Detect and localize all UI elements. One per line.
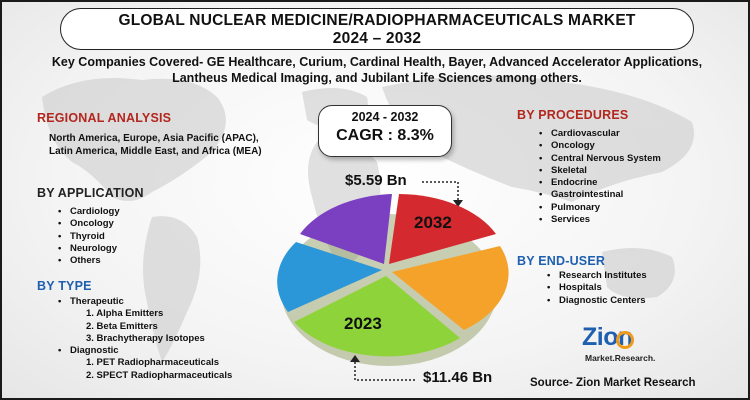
- source-text: Source- Zion Market Research: [530, 377, 696, 389]
- list-item: Diagnostic 1. PET Radiopharmaceuticals 2…: [58, 345, 232, 382]
- list-item: 2. SPECT Radiopharmaceuticals: [86, 369, 233, 381]
- end-user-list: Research Institutes Hospitals Diagnostic…: [547, 270, 647, 307]
- list-item: 2. Beta Emitters: [86, 320, 158, 332]
- cagr-value: CAGR : 8.3%: [336, 127, 434, 144]
- title-line1: GLOBAL NUCLEAR MEDICINE/RADIOPHARMACEUTI…: [118, 12, 636, 29]
- pie-label-2032: 2032: [414, 213, 452, 232]
- list-item: Services: [539, 214, 661, 227]
- list-item: Others: [58, 255, 120, 268]
- logo-ring-icon: [616, 331, 634, 349]
- therapeutic-sublist: 1. Alpha Emitters 2. Beta Emitters 3. Br…: [70, 308, 232, 345]
- title-box: GLOBAL NUCLEAR MEDICINE/RADIOPHARMACEUTI…: [60, 8, 694, 50]
- list-item: Oncology: [58, 218, 120, 231]
- application-list: Cardiology Oncology Thyroid Neurology Ot…: [58, 206, 120, 268]
- by-type-heading: BY TYPE: [37, 279, 92, 293]
- pie-slice-red: [389, 194, 496, 264]
- subtitle-line1: Key Companies Covered- GE Healthcare, Cu…: [51, 55, 703, 69]
- regional-analysis-heading: REGIONAL ANALYSIS: [37, 111, 172, 125]
- list-item: Endocrine: [539, 177, 661, 190]
- list-item: Oncology: [539, 140, 661, 153]
- by-procedures-heading: BY PROCEDURES: [517, 108, 629, 122]
- list-item: Cardiology: [58, 206, 120, 219]
- type-list: Therapeutic 1. Alpha Emitters 2. Beta Em…: [58, 296, 232, 382]
- list-item: 3. Brachytherapy Isotopes: [86, 332, 205, 344]
- list-item: 1. PET Radiopharmaceuticals: [86, 357, 220, 369]
- diagnostic-sublist: 1. PET Radiopharmaceuticals 2. SPECT Rad…: [70, 357, 232, 382]
- pie-slice-blue: [277, 242, 382, 312]
- by-application-heading: BY APPLICATION: [37, 186, 144, 200]
- arrow-2023-icon: [350, 355, 415, 381]
- list-item: Pulmonary: [539, 202, 661, 215]
- list-item: Research Institutes: [547, 270, 647, 283]
- regional-analysis-text: North America, Europe, Asia Pacific (APA…: [49, 133, 262, 157]
- value-2023-label: $11.46 Bn: [423, 369, 493, 386]
- pie-slice-orange: [392, 246, 509, 330]
- list-item: Cardiovascular: [539, 128, 661, 141]
- zion-logo: Zion Market.Research.: [582, 323, 664, 369]
- cagr-box: 2024 - 2032 CAGR : 8.3%: [318, 105, 452, 157]
- value-2032-label: $5.59 Bn: [345, 172, 407, 189]
- pie-chart: 2032 2023: [277, 194, 509, 366]
- list-item: Diagnostic Centers: [547, 295, 647, 308]
- list-item: Central Nervous System: [539, 153, 661, 166]
- title-line2: 2024 – 2032: [332, 30, 422, 47]
- list-item: Hospitals: [547, 282, 647, 295]
- list-item: Neurology: [58, 243, 120, 256]
- arrow-2032-icon: [422, 181, 463, 207]
- pie-label-2023: 2023: [344, 314, 382, 333]
- subtitle: Key Companies Covered- GE Healthcare, Cu…: [8, 54, 746, 86]
- procedures-list: Cardiovascular Oncology Central Nervous …: [539, 128, 661, 227]
- logo-subtext: Market.Research.: [585, 353, 656, 363]
- list-item: Thyroid: [58, 231, 120, 244]
- list-item: Gastrointestinal: [539, 189, 661, 202]
- by-end-user-heading: BY END-USER: [517, 254, 606, 268]
- pie-slice-purple: [300, 194, 392, 264]
- list-item: 1. Alpha Emitters: [86, 308, 164, 320]
- therapeutic-label: Therapeutic: [70, 296, 124, 307]
- list-item: Therapeutic 1. Alpha Emitters 2. Beta Em…: [58, 296, 232, 345]
- cagr-period: 2024 - 2032: [351, 110, 419, 124]
- diagnostic-label: Diagnostic: [70, 345, 119, 357]
- subtitle-line2: Lantheus Medical Imaging, and Jubilant L…: [172, 71, 582, 85]
- list-item: Skeletal: [539, 165, 661, 178]
- pie-slice-green: [294, 276, 460, 357]
